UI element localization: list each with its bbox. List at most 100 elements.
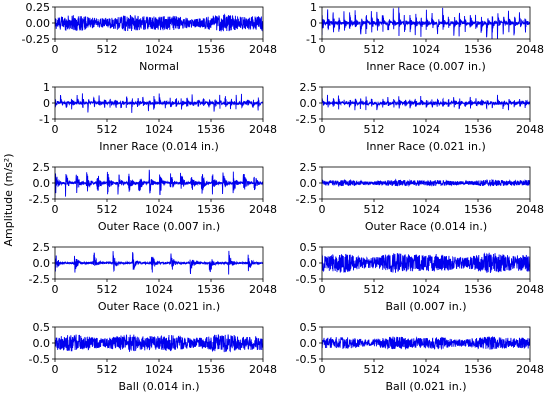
series-line bbox=[322, 178, 530, 188]
x-tick-label: 2048 bbox=[249, 283, 277, 296]
x-tick-label: 2048 bbox=[516, 43, 544, 56]
y-tick-label: -0.5 bbox=[296, 273, 317, 286]
x-tick-label: 512 bbox=[364, 203, 385, 216]
x-tick-label: 2048 bbox=[516, 363, 544, 376]
y-tick-label: 0 bbox=[310, 17, 317, 30]
x-tick-label: 1536 bbox=[464, 43, 492, 56]
subplot-panel: 0 512 1024 1536 2048 2.5 0.0 -2.5 Outer Race (0.… bbox=[29, 241, 277, 313]
x-tick-label: 0 bbox=[319, 43, 326, 56]
y-tick-label: -0.5 bbox=[29, 353, 50, 366]
subplot-title: Inner Race (0.021 in.) bbox=[366, 140, 486, 153]
subplot-title: Inner Race (0.014 in.) bbox=[99, 140, 219, 153]
x-tick-label: 1024 bbox=[145, 363, 173, 376]
y-tick-label: 0.00 bbox=[26, 17, 51, 30]
x-tick-label: 512 bbox=[364, 43, 385, 56]
subplot-panel: 0 512 1024 1536 2048 0.5 0.0 -0.5 Ball (0.021 in… bbox=[296, 321, 544, 393]
subplot-title: Ball (0.014 in.) bbox=[119, 380, 200, 393]
y-tick-label: 2.5 bbox=[33, 241, 51, 254]
x-tick-label: 0 bbox=[52, 123, 59, 136]
y-tick-label: -0.5 bbox=[296, 353, 317, 366]
x-tick-label: 1024 bbox=[145, 203, 173, 216]
x-tick-label: 512 bbox=[97, 283, 118, 296]
y-tick-label: 0.0 bbox=[300, 177, 318, 190]
x-tick-label: 512 bbox=[97, 363, 118, 376]
x-tick-label: 1536 bbox=[464, 123, 492, 136]
x-tick-label: 512 bbox=[364, 363, 385, 376]
x-tick-label: 1536 bbox=[197, 363, 225, 376]
y-tick-label: 0.5 bbox=[33, 321, 51, 334]
y-tick-label: 2.5 bbox=[300, 81, 318, 94]
y-tick-label: 0.5 bbox=[300, 241, 318, 254]
y-tick-label: -1 bbox=[39, 113, 50, 126]
y-tick-label: 0.0 bbox=[33, 337, 51, 350]
subplot-title: Ball (0.007 in.) bbox=[386, 300, 467, 313]
x-tick-label: 512 bbox=[97, 43, 118, 56]
y-tick-label: -2.5 bbox=[296, 113, 317, 126]
series-line bbox=[55, 250, 263, 275]
x-tick-label: 512 bbox=[364, 283, 385, 296]
x-tick-label: 1024 bbox=[145, 123, 173, 136]
subplot-panel: 0 512 1024 1536 2048 0.25 0.00 -0.25 Normal bbox=[22, 1, 277, 73]
y-tick-label: -0.25 bbox=[22, 33, 50, 46]
series-line bbox=[55, 13, 263, 32]
x-tick-label: 0 bbox=[52, 283, 59, 296]
subplot-title: Outer Race (0.014 in.) bbox=[365, 220, 487, 233]
x-tick-label: 512 bbox=[97, 123, 118, 136]
x-tick-label: 2048 bbox=[516, 203, 544, 216]
x-tick-label: 1024 bbox=[145, 43, 173, 56]
subplot-panel: 0 512 1024 1536 2048 0.5 0.0 -0.5 Ball (0.007 in… bbox=[296, 241, 544, 313]
y-tick-label: 0.5 bbox=[300, 321, 318, 334]
x-tick-label: 1024 bbox=[412, 123, 440, 136]
y-tick-label: 0.25 bbox=[26, 1, 51, 14]
x-tick-label: 1536 bbox=[197, 203, 225, 216]
x-tick-label: 0 bbox=[319, 283, 326, 296]
y-tick-label: -1 bbox=[306, 33, 317, 46]
series-line bbox=[322, 7, 530, 39]
x-tick-label: 1024 bbox=[145, 283, 173, 296]
series-line bbox=[322, 252, 530, 274]
subplot-title: Inner Race (0.007 in.) bbox=[366, 60, 486, 73]
y-tick-label: 2.5 bbox=[33, 161, 51, 174]
x-tick-label: 0 bbox=[52, 363, 59, 376]
y-tick-label: 1 bbox=[43, 81, 50, 94]
series-line bbox=[322, 94, 530, 111]
x-tick-label: 1024 bbox=[412, 203, 440, 216]
x-tick-label: 1536 bbox=[464, 363, 492, 376]
subplot-title: Ball (0.021 in.) bbox=[386, 380, 467, 393]
x-tick-label: 1536 bbox=[464, 203, 492, 216]
x-tick-label: 2048 bbox=[249, 363, 277, 376]
subplot-panel: 0 512 1024 1536 2048 0.5 0.0 -0.5 Ball (0.014 in… bbox=[29, 321, 277, 393]
x-tick-label: 1024 bbox=[412, 283, 440, 296]
subplot-title: Outer Race (0.021 in.) bbox=[98, 300, 220, 313]
series-line bbox=[55, 93, 263, 113]
y-tick-label: -2.5 bbox=[296, 193, 317, 206]
y-tick-label: 1 bbox=[310, 1, 317, 14]
x-tick-label: 1536 bbox=[464, 283, 492, 296]
x-tick-label: 512 bbox=[364, 123, 385, 136]
y-tick-label: 0.0 bbox=[300, 257, 318, 270]
x-tick-label: 2048 bbox=[249, 123, 277, 136]
y-tick-label: 2.5 bbox=[300, 161, 318, 174]
x-tick-label: 0 bbox=[52, 203, 59, 216]
y-tick-label: -2.5 bbox=[29, 273, 50, 286]
x-tick-label: 2048 bbox=[249, 43, 277, 56]
x-tick-label: 512 bbox=[97, 203, 118, 216]
y-tick-label: -2.5 bbox=[29, 193, 50, 206]
subplot-title: Normal bbox=[139, 60, 179, 73]
y-tick-label: 0.0 bbox=[300, 97, 318, 110]
x-tick-label: 2048 bbox=[249, 203, 277, 216]
x-tick-label: 1536 bbox=[197, 283, 225, 296]
series-line bbox=[322, 336, 530, 351]
subplot-panel: 0 512 1024 1536 2048 2.5 0.0 -2.5 Outer Race (0.… bbox=[29, 161, 277, 233]
x-tick-label: 0 bbox=[52, 43, 59, 56]
y-tick-label: 0 bbox=[43, 97, 50, 110]
series-line bbox=[55, 334, 263, 353]
x-tick-label: 0 bbox=[319, 203, 326, 216]
series-line bbox=[55, 169, 263, 198]
y-tick-label: 0.0 bbox=[33, 257, 51, 270]
x-tick-label: 1536 bbox=[197, 43, 225, 56]
